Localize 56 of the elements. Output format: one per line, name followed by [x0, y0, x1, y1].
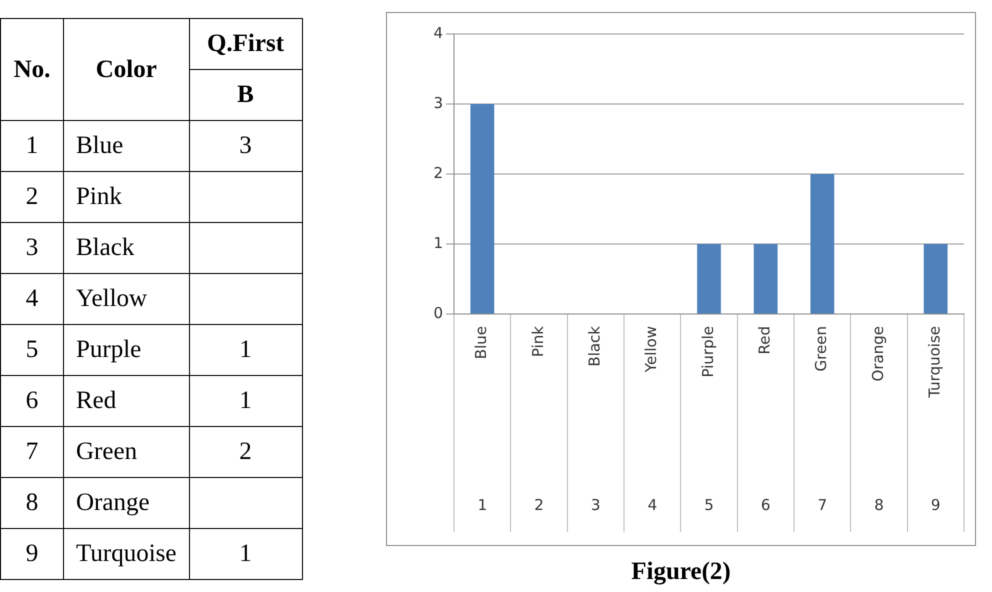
- y-tick-label: 3: [433, 94, 443, 112]
- x-tick-label: Turquoise: [926, 326, 944, 399]
- text: 5: [704, 496, 714, 514]
- text: 3: [239, 132, 252, 159]
- text: Pink: [64, 172, 189, 222]
- x-tick-label: Orange: [868, 326, 887, 382]
- text: 7: [26, 438, 38, 465]
- text: Black: [64, 222, 189, 274]
- text: 2: [26, 183, 38, 210]
- x-tick-label: Pink: [528, 326, 547, 358]
- text: 8: [874, 496, 884, 514]
- text: 9: [26, 540, 38, 567]
- text: 8: [26, 489, 38, 516]
- text: 4: [648, 496, 658, 514]
- text: Blue: [64, 120, 189, 172]
- text: Red: [64, 376, 189, 426]
- text: Yellow: [64, 274, 189, 324]
- text: Figure(2): [630, 558, 732, 586]
- bar: [470, 104, 494, 314]
- x-tick-label: Blue: [472, 326, 490, 360]
- bar: [697, 244, 721, 314]
- bar: [924, 244, 948, 314]
- x-tick-label: Green: [812, 326, 830, 372]
- text: Purple: [64, 324, 189, 376]
- text: Orange: [64, 478, 189, 528]
- text: 6: [26, 387, 38, 414]
- y-tick-label: 4: [433, 24, 443, 42]
- text: Color: [64, 18, 189, 120]
- text: 1: [478, 496, 488, 514]
- text: No.: [0, 18, 64, 120]
- text: Green: [64, 426, 189, 478]
- text: 1: [239, 336, 252, 363]
- text: 2: [239, 438, 252, 465]
- text: Turquoise: [64, 528, 189, 580]
- x-tick-label: Piurple: [698, 326, 717, 378]
- text: Q.First: [189, 18, 302, 70]
- bar: [754, 244, 778, 314]
- text: 3: [590, 496, 600, 514]
- x-tick-label: Yellow: [642, 326, 660, 374]
- text: 2: [534, 496, 544, 514]
- text: 5: [26, 336, 38, 363]
- text: 1: [239, 540, 252, 567]
- y-tick-label: 2: [433, 164, 443, 182]
- text: 7: [818, 496, 828, 514]
- text: B: [189, 70, 302, 120]
- text: 4: [26, 285, 38, 312]
- text: 1: [239, 387, 252, 414]
- bar: [810, 174, 834, 314]
- text: 1: [26, 132, 38, 159]
- y-tick-label: 0: [433, 304, 443, 322]
- y-tick-label: 1: [433, 234, 443, 252]
- x-tick-label: Black: [586, 326, 604, 367]
- text: 3: [26, 234, 38, 261]
- text: 6: [760, 496, 770, 514]
- x-tick-label: Red: [756, 326, 774, 354]
- text: 9: [930, 496, 940, 514]
